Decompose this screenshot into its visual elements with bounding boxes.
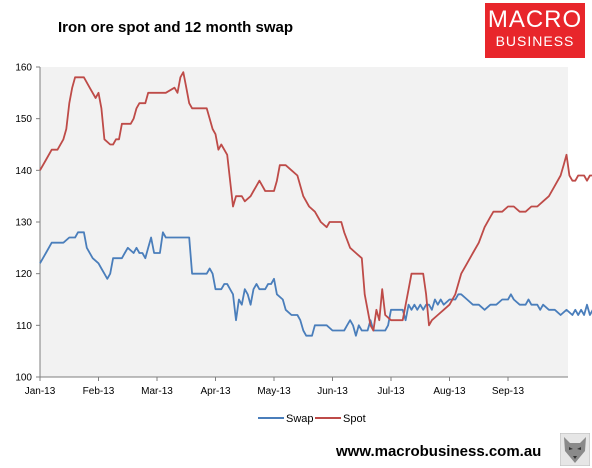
wolf-logo-icon [560,433,590,466]
x-axis: Jan-13 Feb-13 Mar-13 Apr-13 May-13 Jun-13 Jul-… [25,376,568,397]
macrobusiness-logo: MACRO BUSINESS [485,3,585,58]
legend: Swap Spot [258,413,366,425]
x-tick-label: Sep-13 [492,386,525,397]
logo-line2: BUSINESS [495,33,575,49]
line-chart: 100 110 120 130 140 150 160 Jan-13 Feb-13 Mar-13… [15,63,592,425]
x-tick-label: Feb-13 [83,386,115,397]
x-tick-label: Aug-13 [433,386,466,397]
y-tick-label: 120 [15,269,32,280]
legend-label-spot: Spot [343,413,366,425]
series-line-spot [39,71,592,332]
y-axis: 100 110 120 130 140 150 160 [15,63,41,384]
y-tick-label: 110 [16,321,32,332]
y-tick-label: 150 [15,114,32,125]
x-tick-label: Jun-13 [317,386,348,397]
series-lines [39,71,592,337]
chart-title: Iron ore spot and 12 month swap [58,19,294,36]
y-tick-label: 140 [15,166,32,177]
plot-area [40,67,568,377]
x-tick-label: May-13 [257,386,291,397]
x-tick-label: Jan-13 [25,386,56,397]
legend-label-swap: Swap [286,413,314,425]
footer-url: www.macrobusiness.com.au [336,443,542,460]
logo-line1: MACRO [487,6,583,33]
x-tick-label: Mar-13 [141,386,173,397]
y-tick-label: 130 [15,218,32,229]
x-tick-label: Jul-13 [377,386,405,397]
y-tick-label: 100 [15,373,32,384]
series-line-swap [39,231,592,337]
y-tick-label: 160 [15,63,32,74]
x-tick-label: Apr-13 [200,386,230,397]
